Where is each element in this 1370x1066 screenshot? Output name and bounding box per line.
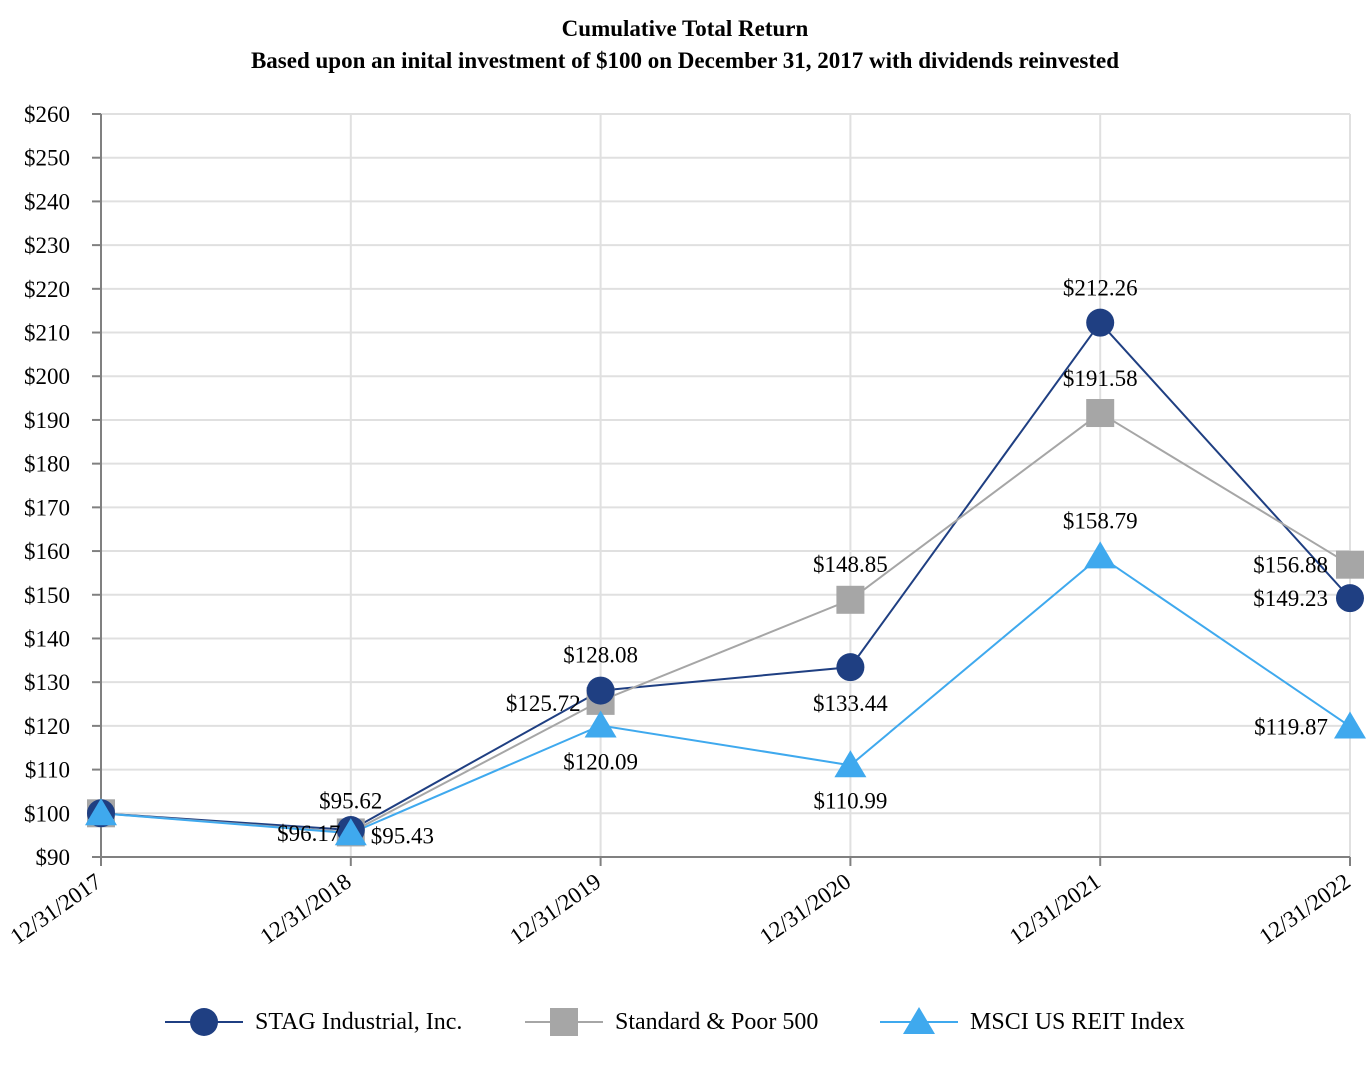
y-tick-label: $190 — [24, 408, 70, 433]
chart-title: Cumulative Total Return — [561, 16, 809, 41]
data-point-triangle — [1084, 541, 1117, 569]
data-point-circle — [836, 653, 865, 682]
data-label: $110.99 — [813, 788, 887, 813]
x-tick-label: 12/31/2022 — [1255, 869, 1355, 950]
data-label: $128.08 — [563, 643, 638, 668]
y-tick-label: $130 — [24, 670, 70, 695]
legend-item: MSCI US REIT Index — [880, 1000, 1185, 1044]
data-label: $148.85 — [813, 552, 888, 577]
data-point-triangle — [584, 710, 617, 738]
data-point-square — [1086, 399, 1115, 428]
data-point-circle — [586, 676, 615, 705]
y-tick-label: $200 — [24, 364, 70, 389]
circle-legend-symbol — [165, 1008, 243, 1036]
data-point-circle — [1086, 308, 1115, 337]
y-tick-label: $230 — [24, 233, 70, 258]
data-point-triangle — [1334, 711, 1366, 739]
chart-subtitle: Based upon an inital investment of $100 … — [250, 48, 1120, 73]
data-label: $149.23 — [1253, 586, 1328, 611]
legend-item: STAG Industrial, Inc. — [165, 1000, 462, 1044]
series-lines — [100, 321, 1351, 835]
y-tick-label: $90 — [36, 845, 71, 870]
data-label: $95.62 — [319, 788, 382, 813]
data-point-square — [836, 585, 865, 614]
data-label: $156.88 — [1253, 553, 1328, 578]
legend-marker — [550, 1008, 578, 1036]
x-tick-label: 12/31/2020 — [755, 869, 855, 950]
y-tick-label: $210 — [24, 321, 70, 346]
data-label: $158.79 — [1063, 508, 1138, 533]
data-point-triangle — [334, 818, 367, 846]
data-label: $119.87 — [1254, 714, 1328, 739]
data-point-circle — [1336, 584, 1364, 613]
legend-label: Standard & Poor 500 — [615, 1008, 819, 1035]
y-tick-label: $180 — [24, 452, 70, 477]
line-chart: $90 $100 $110 $120 $130 $140 $150 $160 $170 $180 $… — [6, 102, 1366, 950]
y-tick-label: $240 — [24, 189, 70, 214]
data-label: $96.17 — [277, 821, 340, 846]
grid-lines — [101, 113, 1351, 857]
y-tick-label: $170 — [24, 495, 70, 520]
y-tick-label: $140 — [24, 626, 70, 651]
data-label: $125.72 — [506, 691, 581, 716]
series-markers — [85, 308, 1366, 847]
x-tick-label: 12/31/2018 — [255, 869, 355, 950]
y-tick-label: $120 — [24, 714, 70, 739]
x-tick-label: 12/31/2019 — [505, 869, 605, 950]
data-point-triangle — [85, 798, 117, 826]
y-tick-label: $100 — [24, 801, 70, 826]
legend-item: Standard & Poor 500 — [525, 1000, 818, 1044]
y-tick-label: $110 — [25, 758, 70, 783]
legend-label: STAG Industrial, Inc. — [255, 1008, 463, 1035]
x-tick-label: 12/31/2017 — [6, 869, 106, 950]
data-label: $212.26 — [1063, 276, 1138, 301]
y-tick-label: $220 — [24, 277, 70, 302]
data-label: $191.58 — [1063, 366, 1138, 391]
legend-label: MSCI US REIT Index — [970, 1008, 1185, 1035]
data-labels: $96.17 $128.08 $133.44 $212.26 $149.23 $95.62… — [277, 276, 1328, 849]
legend-marker — [190, 1008, 218, 1036]
series-line-0 — [100, 321, 1351, 832]
data-point-square — [1336, 550, 1364, 579]
data-label: $95.43 — [371, 823, 434, 848]
data-label: $120.09 — [563, 749, 638, 774]
x-tick-label: 12/31/2021 — [1005, 869, 1105, 950]
y-tick-label: $260 — [24, 102, 70, 127]
data-label: $133.44 — [813, 691, 888, 716]
y-tick-label: $160 — [24, 539, 70, 564]
series-line-2 — [100, 555, 1351, 835]
y-tick-label: $150 — [24, 583, 70, 608]
legend: STAG Industrial, Inc. Standard & Poor 500… — [0, 1000, 1370, 1044]
square-legend-symbol — [525, 1008, 603, 1036]
triangle-legend-symbol — [880, 1007, 958, 1034]
legend-marker — [903, 1007, 935, 1034]
y-tick-label: $250 — [24, 146, 70, 171]
data-point-triangle — [834, 750, 867, 778]
